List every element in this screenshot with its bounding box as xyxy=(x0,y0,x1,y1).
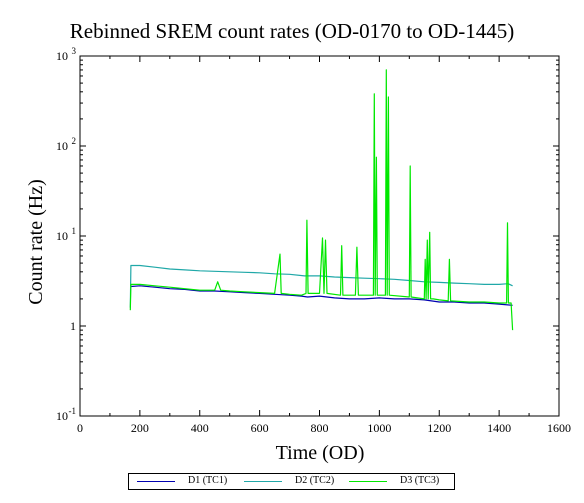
x-axis-label: Time (OD) xyxy=(276,442,365,464)
legend-swatch-d1 xyxy=(137,481,175,482)
chart-title: Rebinned SREM count rates (OD-0170 to OD… xyxy=(70,19,514,43)
series-line-2 xyxy=(129,264,513,308)
legend-label-d1: D1 (TC1) xyxy=(188,475,228,486)
y-tick-exponent: 1 xyxy=(72,226,77,236)
series-layer xyxy=(129,69,514,331)
x-tick-label: 1600 xyxy=(547,421,571,435)
x-tick-label: 0 xyxy=(77,421,83,435)
series-line-3 xyxy=(129,69,514,331)
y-tick-label: 1 xyxy=(70,319,76,333)
y-tick-label: 10 xyxy=(56,409,68,423)
plot-frame xyxy=(79,55,560,417)
legend: D1 (TC1) D2 (TC2) D3 (TC3) xyxy=(128,473,455,490)
legend-swatch-d2 xyxy=(244,481,282,482)
y-tick-exponent: 3 xyxy=(72,46,77,56)
y-tick-label: 10 xyxy=(56,49,68,63)
x-tick-label: 800 xyxy=(311,421,329,435)
x-tick-label: 1000 xyxy=(367,421,391,435)
x-tick-label: 1200 xyxy=(427,421,451,435)
y-tick-label: 10 xyxy=(56,229,68,243)
x-tick-label: 400 xyxy=(191,421,209,435)
y-axis-label: Count rate (Hz) xyxy=(25,179,47,305)
legend-label-d3: D3 (TC3) xyxy=(400,475,440,486)
x-tick-label: 600 xyxy=(251,421,269,435)
legend-label-d2: D2 (TC2) xyxy=(295,475,335,486)
series-line-1 xyxy=(130,285,513,306)
y-tick-label: 10 xyxy=(56,139,68,153)
y-tick-exponent: -1 xyxy=(69,406,77,416)
x-tick-label: 200 xyxy=(131,421,149,435)
y-tick-exponent: 2 xyxy=(72,136,77,146)
legend-swatch-d3 xyxy=(349,481,387,482)
x-tick-label: 1400 xyxy=(487,421,511,435)
